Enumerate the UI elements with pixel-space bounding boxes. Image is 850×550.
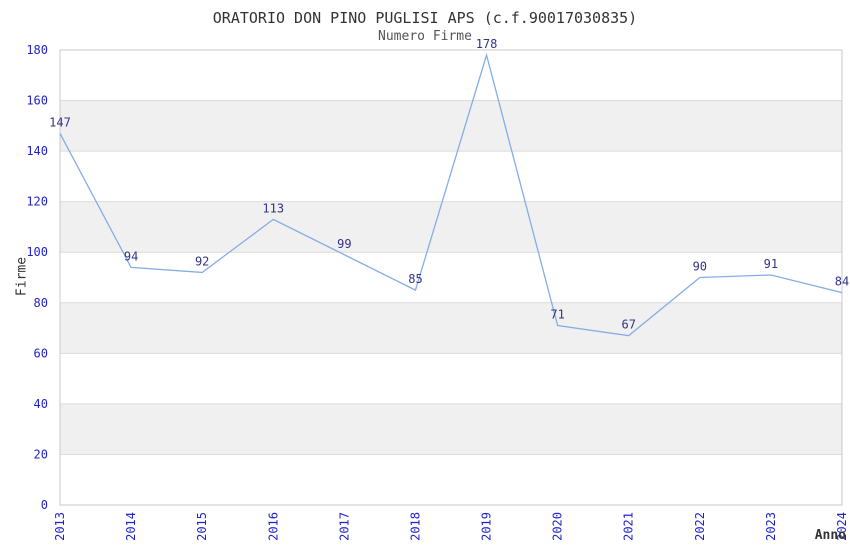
chart-title: ORATORIO DON PINO PUGLISI APS (c.f.90017… bbox=[212, 9, 638, 27]
data-point-label: 92 bbox=[195, 254, 209, 268]
plot-border bbox=[59, 49, 843, 506]
x-tick-label: 2013 bbox=[53, 512, 67, 541]
x-tick-label: 2022 bbox=[693, 512, 707, 541]
data-point-label: 71 bbox=[550, 308, 564, 322]
grid-band bbox=[60, 302, 842, 354]
y-tick-label: 0 bbox=[41, 498, 48, 512]
data-line bbox=[59, 52, 843, 337]
x-tick-label: 2024 bbox=[835, 512, 849, 541]
x-axis-title: Anno bbox=[814, 528, 846, 543]
y-axis-title: Firme bbox=[14, 256, 30, 297]
data-point-label: 85 bbox=[408, 272, 422, 286]
x-tick-label: 2016 bbox=[266, 512, 280, 541]
y-tick-label: 20 bbox=[34, 447, 48, 461]
data-point-label: 178 bbox=[476, 37, 498, 51]
x-tick-label: 2021 bbox=[622, 512, 636, 541]
grid-band bbox=[60, 201, 842, 253]
x-tick-label: 2014 bbox=[124, 512, 138, 541]
x-tick-label: 2023 bbox=[764, 512, 778, 541]
grid-band bbox=[60, 100, 842, 152]
y-tick-label: 100 bbox=[26, 245, 48, 259]
grid-band bbox=[60, 403, 842, 455]
data-point-label: 91 bbox=[764, 257, 778, 271]
data-point-label: 113 bbox=[262, 201, 284, 215]
y-tick-label: 80 bbox=[34, 296, 48, 310]
data-point-label: 99 bbox=[337, 237, 351, 251]
y-tick-label: 40 bbox=[34, 397, 48, 411]
data-point-label: 94 bbox=[124, 249, 138, 263]
data-point-label: 147 bbox=[49, 115, 71, 129]
x-tick-label: 2017 bbox=[337, 512, 351, 541]
y-tick-label: 140 bbox=[26, 144, 48, 158]
y-tick-label: 120 bbox=[26, 195, 48, 209]
data-point-label: 90 bbox=[693, 260, 707, 274]
y-tick-label: 180 bbox=[26, 43, 48, 57]
x-tick-label: 2019 bbox=[480, 512, 494, 541]
x-tick-label: 2015 bbox=[195, 512, 209, 541]
chart-subtitle: Numero Firme bbox=[378, 29, 472, 44]
x-tick-label: 2020 bbox=[551, 512, 565, 541]
y-tick-label: 60 bbox=[34, 346, 48, 360]
x-tick-label: 2018 bbox=[408, 512, 422, 541]
y-tick-label: 160 bbox=[26, 94, 48, 108]
data-point-label: 84 bbox=[835, 275, 849, 289]
data-point-label: 67 bbox=[622, 318, 636, 332]
